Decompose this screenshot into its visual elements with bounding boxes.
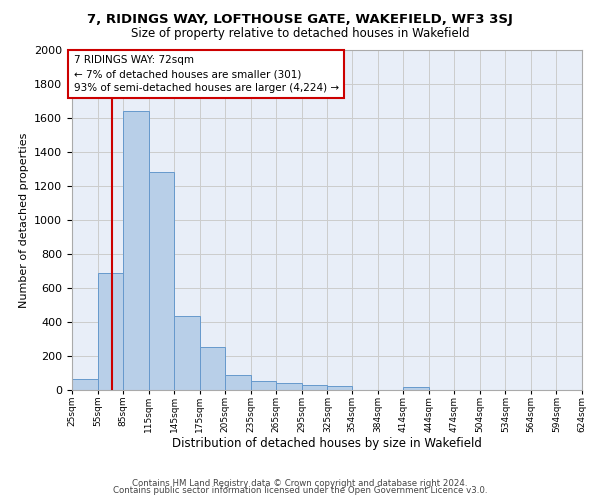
Bar xyxy=(200,346,225,390)
Bar xyxy=(302,385,328,390)
Bar xyxy=(328,386,352,390)
Bar xyxy=(98,272,123,390)
Bar xyxy=(277,383,302,390)
Text: Size of property relative to detached houses in Wakefield: Size of property relative to detached ho… xyxy=(131,28,469,40)
Y-axis label: Number of detached properties: Number of detached properties xyxy=(19,132,29,308)
Text: 7, RIDINGS WAY, LOFTHOUSE GATE, WAKEFIELD, WF3 3SJ: 7, RIDINGS WAY, LOFTHOUSE GATE, WAKEFIEL… xyxy=(87,12,513,26)
Bar xyxy=(403,386,429,390)
Bar xyxy=(225,374,251,390)
Bar xyxy=(251,380,277,390)
Bar xyxy=(174,316,200,390)
Bar xyxy=(149,172,174,390)
Text: 7 RIDINGS WAY: 72sqm
← 7% of detached houses are smaller (301)
93% of semi-detac: 7 RIDINGS WAY: 72sqm ← 7% of detached ho… xyxy=(74,55,339,93)
Text: Contains HM Land Registry data © Crown copyright and database right 2024.: Contains HM Land Registry data © Crown c… xyxy=(132,478,468,488)
Bar xyxy=(72,379,98,390)
Bar xyxy=(123,111,149,390)
X-axis label: Distribution of detached houses by size in Wakefield: Distribution of detached houses by size … xyxy=(172,438,482,450)
Text: Contains public sector information licensed under the Open Government Licence v3: Contains public sector information licen… xyxy=(113,486,487,495)
